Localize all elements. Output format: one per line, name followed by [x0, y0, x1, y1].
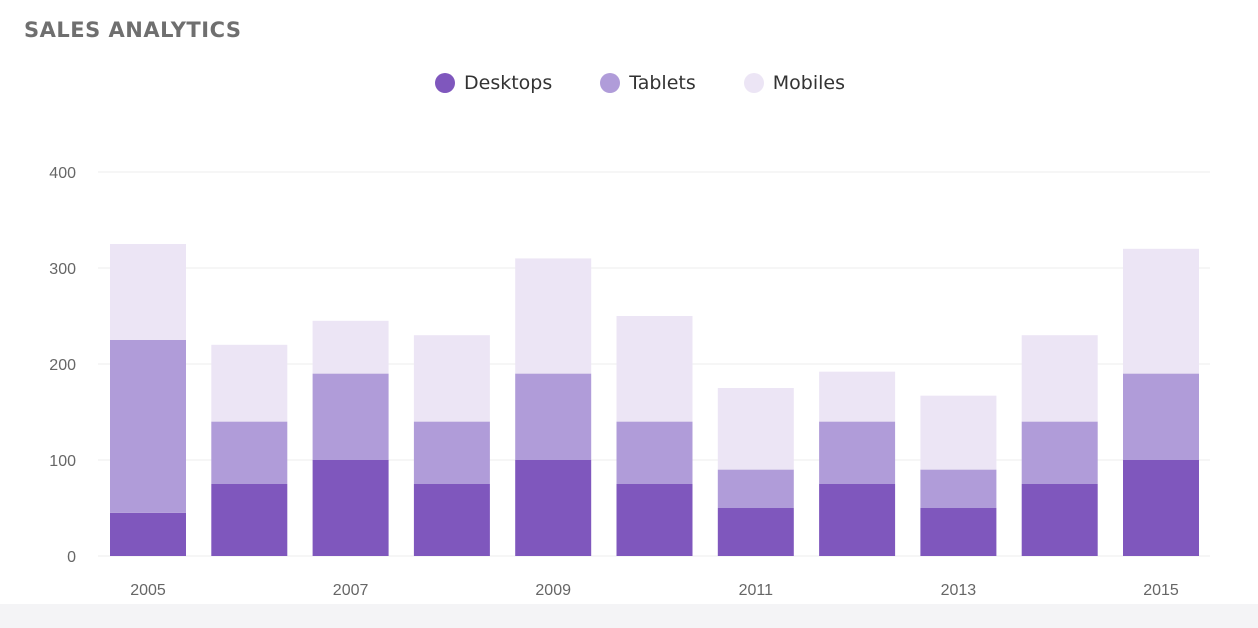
bar-tablets-2015	[1123, 373, 1199, 460]
bar-desktops-2011	[717, 508, 794, 556]
legend-label-desktops: Desktops	[464, 72, 553, 94]
x-tick-label-2011: 2011	[739, 582, 774, 599]
x-tick-label-2013: 2013	[941, 582, 977, 599]
legend-swatch-mobiles	[743, 73, 764, 93]
bar-mobiles-2006	[211, 344, 288, 422]
bar-mobiles-2014	[1021, 335, 1098, 422]
bar-desktops-2006	[211, 484, 288, 556]
bar-desktops-2014	[1021, 484, 1098, 556]
bar-tablets-2014	[1021, 421, 1098, 484]
legend-item-desktops[interactable]: Desktops	[435, 72, 552, 94]
bar-mobiles-2007	[312, 320, 389, 374]
legend-label-tablets: Tablets	[629, 72, 696, 94]
bar-mobiles-2010	[616, 316, 693, 422]
y-tick-label-200: 200	[49, 357, 76, 374]
bar-desktops-2008	[413, 484, 490, 556]
bar-desktops-2005	[110, 512, 186, 556]
bar-mobiles-2015	[1123, 248, 1199, 374]
x-tick-label-2009: 2009	[535, 582, 571, 599]
bar-mobiles-2013	[920, 395, 997, 470]
bar-desktops-2012	[819, 484, 896, 556]
x-tick-label-2005: 2005	[130, 582, 166, 599]
y-tick-label-100: 100	[49, 453, 76, 470]
x-tick-label-2015: 2015	[1143, 582, 1179, 599]
chart-legend: Desktops Tablets Mobiles	[0, 72, 1258, 94]
bar-tablets-2012	[819, 421, 896, 484]
bar-desktops-2009	[515, 460, 592, 556]
legend-swatch-tablets	[600, 73, 621, 93]
bar-tablets-2006	[211, 421, 288, 484]
bar-desktops-2010	[616, 484, 693, 556]
bar-mobiles-2008	[413, 335, 490, 422]
bar-mobiles-2012	[819, 371, 896, 422]
bar-tablets-2011	[717, 469, 794, 508]
bar-tablets-2009	[515, 373, 592, 460]
legend-swatch-desktops	[435, 73, 455, 93]
bar-desktops-2013	[920, 508, 997, 556]
bar-tablets-2007	[312, 373, 389, 460]
bar-mobiles-2011	[717, 388, 794, 470]
legend-label-mobiles: Mobiles	[772, 72, 845, 94]
chart-title: SALES ANALYTICS	[24, 18, 242, 42]
footer-band	[0, 604, 1258, 628]
x-tick-label-2007: 2007	[333, 582, 369, 599]
bar-mobiles-2009	[515, 258, 592, 374]
bar-tablets-2013	[920, 469, 997, 508]
y-tick-label-400: 400	[49, 165, 76, 182]
bar-desktops-2015	[1123, 460, 1199, 556]
bar-tablets-2008	[413, 421, 490, 484]
bar-mobiles-2005	[110, 244, 186, 340]
bar-tablets-2005	[110, 340, 186, 513]
legend-item-mobiles[interactable]: Mobiles	[743, 72, 845, 94]
bar-desktops-2007	[312, 460, 389, 556]
y-tick-label-300: 300	[49, 261, 76, 278]
y-tick-label-0: 0	[67, 549, 76, 566]
bar-tablets-2010	[616, 421, 693, 484]
legend-item-tablets[interactable]: Tablets	[600, 72, 696, 94]
